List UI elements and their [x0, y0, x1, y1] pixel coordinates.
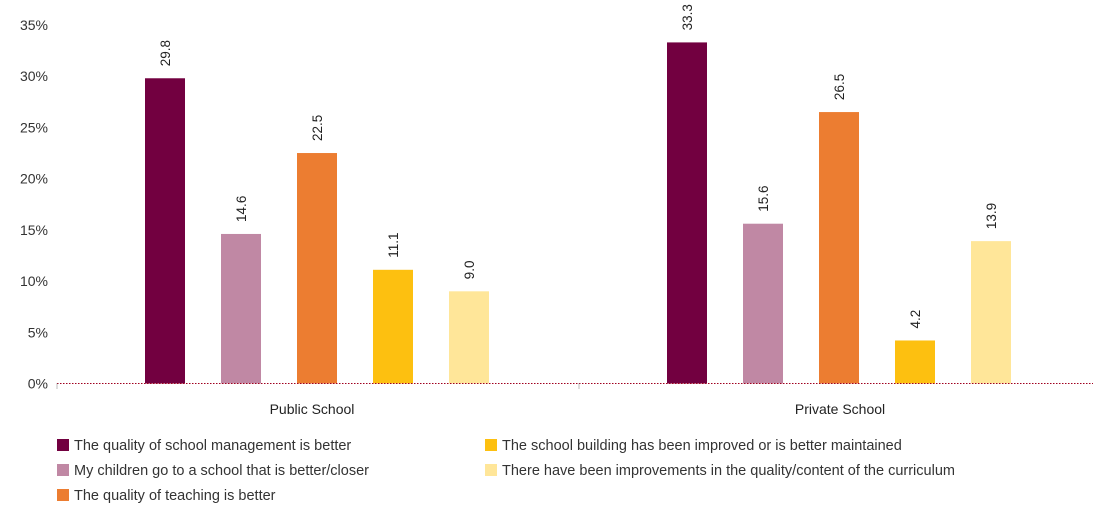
legend-label: My children go to a school that is bette… [74, 463, 369, 479]
x-category-label: Private School [795, 401, 885, 417]
legend-swatch [57, 489, 69, 501]
y-tick-label: 10% [20, 273, 48, 289]
data-label: 4.2 [908, 310, 923, 329]
legend-item: The quality of teaching is better [57, 488, 276, 504]
y-axis: 0% 5% 10% 15% 20% 25% 30% 35% [20, 17, 48, 392]
bar [221, 233, 261, 384]
data-label: 29.8 [158, 40, 173, 66]
x-axis: Public School Private School [56, 383, 1093, 417]
y-tick-label: 0% [28, 376, 48, 392]
y-tick-label: 15% [20, 222, 48, 238]
legend-swatch [485, 464, 497, 476]
y-tick-label: 5% [28, 324, 48, 340]
y-tick-label: 25% [20, 119, 48, 135]
data-label: 13.9 [984, 203, 999, 229]
legend-item: The school building has been improved or… [485, 438, 902, 454]
data-label: 33.3 [680, 4, 695, 30]
data-label: 15.6 [756, 185, 771, 211]
legend-swatch [57, 439, 69, 451]
legend-label: The quality of school management is bett… [74, 438, 351, 454]
bar [667, 42, 707, 384]
legend: The quality of school management is bett… [57, 438, 955, 504]
legend-swatch [57, 464, 69, 476]
bars [145, 42, 1011, 384]
bar [743, 223, 783, 384]
y-tick-label: 30% [20, 68, 48, 84]
y-tick-label: 35% [20, 17, 48, 33]
legend-label: The school building has been improved or… [502, 438, 902, 454]
bar [895, 340, 935, 384]
bar [449, 291, 489, 384]
x-category-label: Public School [270, 401, 355, 417]
legend-label: There have been improvements in the qual… [502, 463, 955, 479]
data-label: 11.1 [386, 233, 401, 258]
bar [145, 78, 185, 384]
bar [819, 112, 859, 384]
data-label: 26.5 [832, 74, 847, 100]
bar [971, 241, 1011, 384]
data-label: 9.0 [462, 261, 477, 280]
bar [373, 269, 413, 384]
legend-swatch [485, 439, 497, 451]
legend-item: The quality of school management is bett… [57, 438, 351, 454]
data-labels: 29.8 14.6 22.5 11.1 9.0 33.3 15.6 26.5 4.2 13.9 [158, 4, 999, 328]
data-label: 22.5 [310, 115, 325, 141]
y-tick-label: 20% [20, 171, 48, 187]
bar [297, 153, 337, 384]
legend-item: My children go to a school that is bette… [57, 463, 369, 479]
data-label: 14.6 [234, 196, 249, 222]
legend-label: The quality of teaching is better [74, 488, 276, 504]
legend-item: There have been improvements in the qual… [485, 463, 955, 479]
